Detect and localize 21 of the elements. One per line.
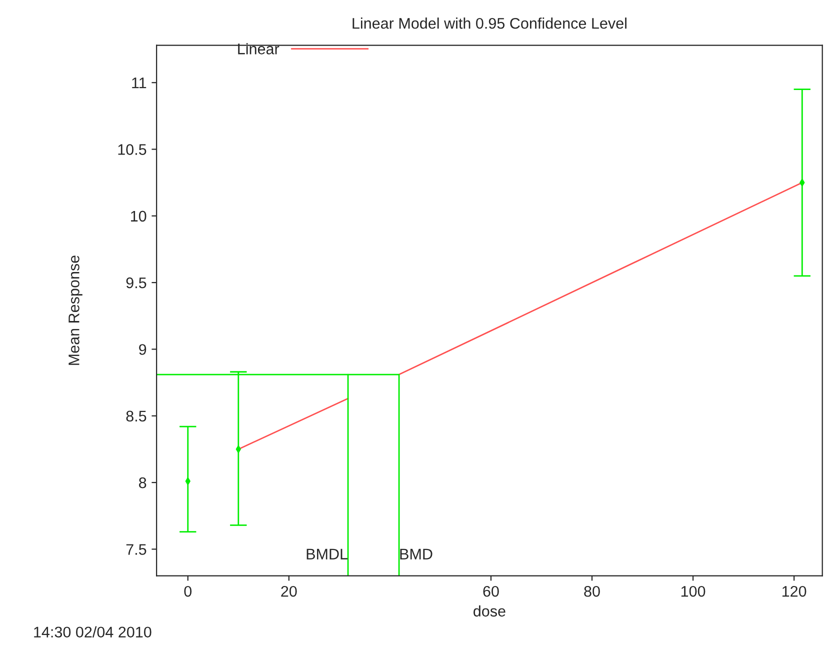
y-tick-label: 9 (139, 344, 146, 355)
y-tick-label: 7.5 (126, 544, 146, 555)
y-axis-title: Mean Response (68, 256, 82, 365)
annotation: BMD (400, 548, 432, 560)
x-axis-title: dose (474, 605, 506, 617)
x-tick-label: 80 (584, 586, 600, 597)
y-tick-label: 9.5 (126, 277, 146, 288)
y-tick-label: 8.5 (126, 410, 146, 422)
x-tick-label: 120 (782, 586, 806, 597)
annotation: BMDL (306, 548, 348, 560)
x-tick-label: 20 (281, 586, 297, 597)
legend-label: Linear (238, 43, 280, 54)
y-tick-label: 10 (131, 210, 146, 222)
y-tick-label: 10.5 (118, 144, 146, 155)
x-tick-label: 100 (681, 586, 706, 597)
y-tick-label: 11 (132, 78, 146, 88)
text: 14:30 02/04 2010 (34, 626, 152, 638)
y-tick-label: 8 (139, 477, 146, 488)
x-tick-label: 60 (483, 586, 499, 597)
chart-title: Linear Model with 0.95 Confidence Level (352, 18, 626, 29)
x-tick-label: 0 (184, 586, 192, 597)
